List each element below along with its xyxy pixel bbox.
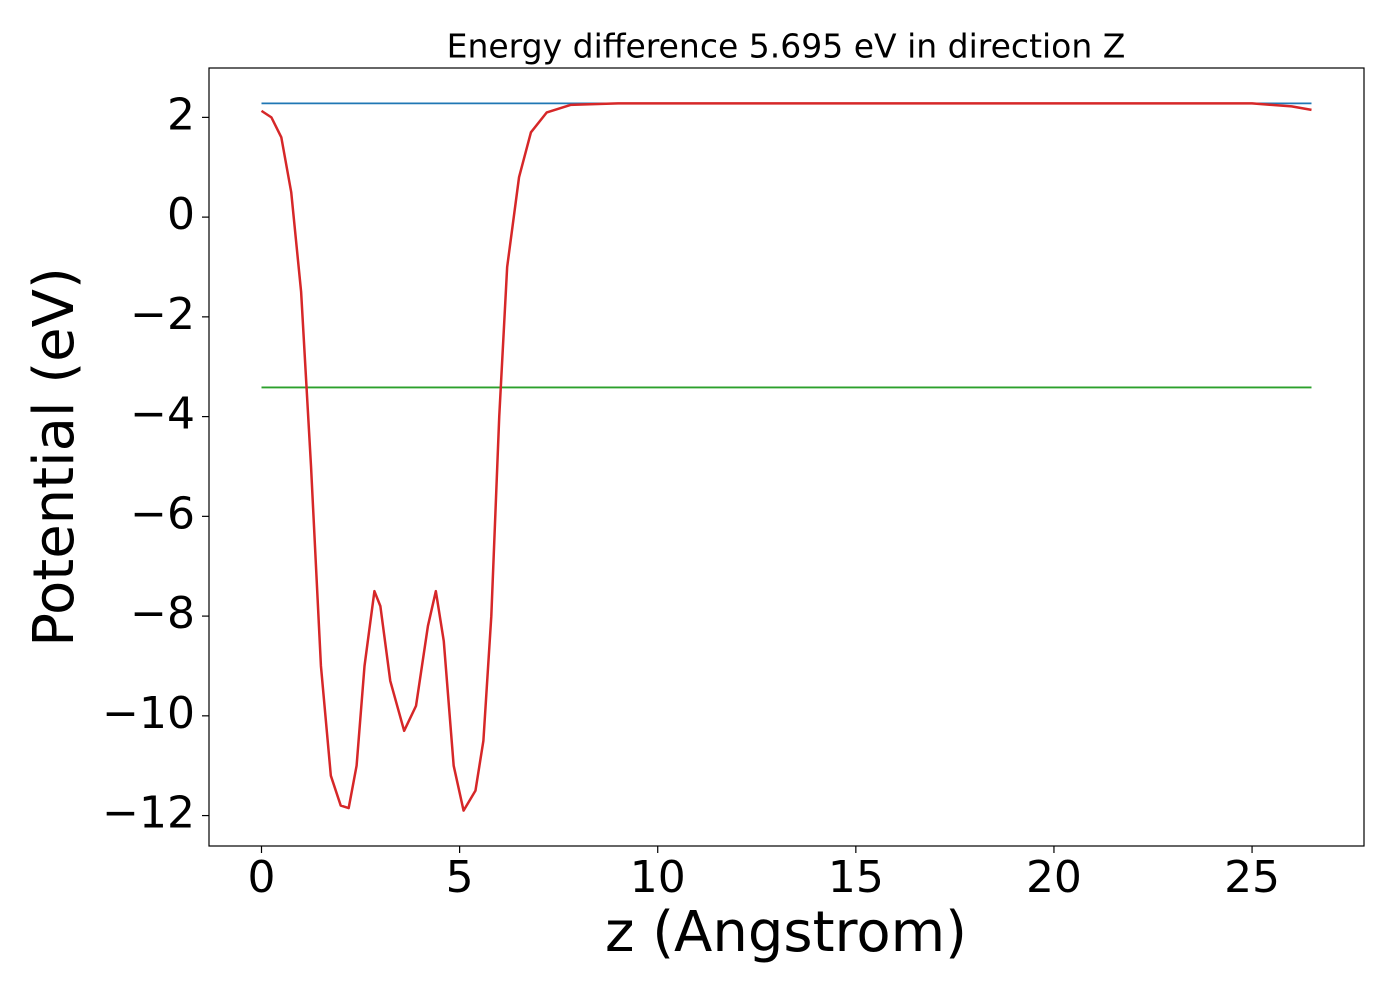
y-tick-label: −6 (130, 488, 195, 539)
y-tick-label: −8 (130, 588, 195, 639)
x-tick-label: 0 (248, 852, 276, 903)
x-tick-label: 25 (1224, 852, 1280, 903)
y-tick-label: −2 (130, 289, 195, 340)
x-tick-label: 15 (828, 852, 884, 903)
x-tick-label: 10 (630, 852, 686, 903)
y-tick-label: −4 (130, 389, 195, 440)
chart-title: Energy difference 5.695 eV in direction … (447, 27, 1126, 66)
plot-frame (208, 67, 1365, 847)
y-tick-label: −10 (102, 688, 195, 739)
y-tick-label: 0 (167, 189, 195, 240)
x-tick-label: 20 (1026, 852, 1082, 903)
data-line (260, 102, 1312, 812)
x-tick-label: 5 (446, 852, 474, 903)
x-axis-label: z (Angstrom) (605, 900, 967, 965)
y-axis-label: Potential (eV) (22, 267, 87, 647)
y-tick-label: 2 (167, 89, 195, 140)
y-tick-label: −12 (102, 788, 195, 839)
